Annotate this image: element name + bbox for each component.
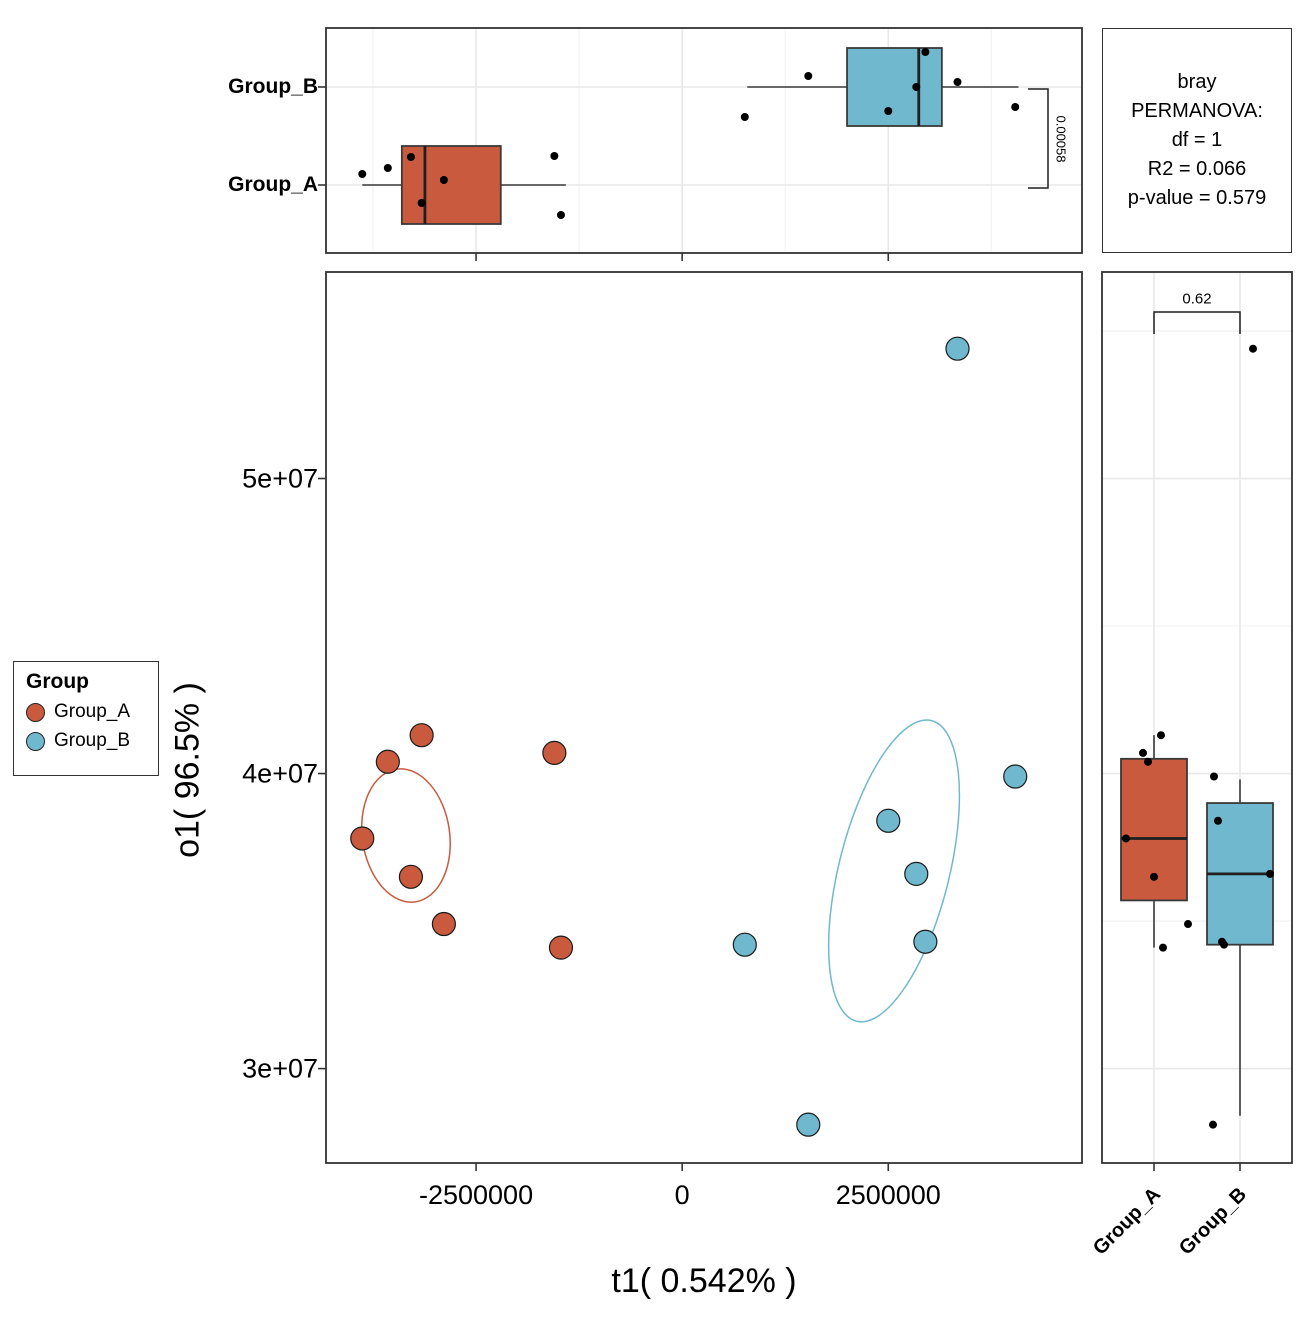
permanova-stats-box: bray PERMANOVA: df = 1 R2 = 0.066 p-valu… xyxy=(1102,28,1292,253)
y-tick-label: 5e+07 xyxy=(242,463,318,494)
scatter-point-group_a xyxy=(409,723,434,748)
legend-item-label: Group_B xyxy=(54,730,131,751)
right-jitter-dot xyxy=(1144,757,1152,766)
y-tick-label: 3e+07 xyxy=(242,1053,318,1084)
top-boxplot-group_b xyxy=(846,47,943,127)
right-jitter-dot xyxy=(1266,869,1274,878)
scatter-point-group_a xyxy=(548,935,574,960)
scatter-point-group_a xyxy=(375,749,400,774)
right-jitter-dot xyxy=(1249,344,1257,353)
top-jitter-dot xyxy=(1011,103,1020,111)
legend-item-label: Group_A xyxy=(54,701,131,722)
scatter-point-group_b xyxy=(796,1112,821,1137)
legend-swatch-icon xyxy=(26,731,45,751)
top-jitter-dot xyxy=(556,211,565,219)
main-panel-border xyxy=(325,271,1083,1164)
permanova-test-name: PERMANOVA: xyxy=(1131,100,1263,122)
top-jitter-dot xyxy=(884,107,893,115)
legend: Group Group_A Group_B xyxy=(13,661,159,776)
right-significance-value: 0.62 xyxy=(1182,290,1212,308)
top-jitter-dot xyxy=(358,170,367,178)
right-jitter-dot xyxy=(1157,731,1165,740)
top-boxplot-group_a xyxy=(400,145,502,225)
scatter-point-group_b xyxy=(913,929,938,954)
scatter-point-group_a xyxy=(350,826,375,851)
scatter-point-group_b xyxy=(732,932,757,957)
top-jitter-dot xyxy=(804,72,813,80)
scatter-point-group_a xyxy=(431,911,456,937)
top-panel-row-label-group-a: Group_A xyxy=(228,173,318,196)
top-panel-border xyxy=(325,27,1083,254)
top-significance-bracket xyxy=(1028,88,1049,189)
y-tick-label: 4e+07 xyxy=(242,758,318,789)
x-tick-label: -2500000 xyxy=(418,1180,534,1210)
right-jitter-dot xyxy=(1209,1120,1217,1129)
main-panel-background xyxy=(326,272,1082,1163)
legend-item-group_a: Group_A xyxy=(26,701,158,723)
right-jitter-dot xyxy=(1214,816,1222,825)
top-jitter-dot xyxy=(921,48,930,56)
right-panel-background xyxy=(1102,272,1292,1163)
right-jitter-dot xyxy=(1159,943,1167,952)
right-boxplot-group_a xyxy=(1120,757,1188,902)
top-jitter-dot xyxy=(912,83,921,91)
right-jitter-dot xyxy=(1220,940,1228,949)
top-jitter-dot xyxy=(740,113,749,121)
permanova-pvalue: p-value = 0.579 xyxy=(1127,187,1267,209)
top-significance-value: 0.00058 xyxy=(1053,115,1069,163)
y-axis-title: o1( 96.5% ) xyxy=(168,682,207,858)
top-jitter-dot xyxy=(550,152,559,160)
scatter-point-group_a xyxy=(398,864,424,889)
right-jitter-dot xyxy=(1122,834,1130,843)
right-jitter-dot xyxy=(1210,772,1218,781)
x-axis-title: t1( 0.542% ) xyxy=(611,1262,797,1300)
top-jitter-dot xyxy=(383,164,392,172)
scatter-point-group_b xyxy=(904,861,929,886)
legend-swatch-icon xyxy=(26,702,45,722)
right-significance-bracket xyxy=(1153,311,1241,334)
scatter-point-group_b xyxy=(945,336,970,361)
legend-title: Group xyxy=(26,670,89,693)
scatter-point-group_a xyxy=(542,740,567,766)
top-jitter-dot xyxy=(953,78,962,86)
top-jitter-dot xyxy=(417,199,426,207)
legend-item-group_b: Group_B xyxy=(26,730,158,752)
top-jitter-dot xyxy=(406,153,415,161)
right-panel-border xyxy=(1101,271,1293,1164)
legend-items: Group_A Group_B xyxy=(26,701,158,752)
right-jitter-dot xyxy=(1184,920,1192,929)
permanova-distance-metric: bray xyxy=(1177,71,1217,93)
x-tick-label: 0 xyxy=(674,1180,690,1210)
permanova-df: df = 1 xyxy=(1171,129,1223,151)
confidence-ellipse-group_b xyxy=(827,719,961,1023)
right-jitter-dot xyxy=(1150,872,1158,881)
scatter-point-group_b xyxy=(876,808,901,833)
scatter-point-group_b xyxy=(1003,764,1028,789)
top-jitter-dot xyxy=(439,176,448,184)
right-jitter-dot xyxy=(1139,748,1147,757)
permanova-r2: R2 = 0.066 xyxy=(1147,158,1247,180)
top-panel-row-label-group-b: Group_B xyxy=(228,75,318,98)
x-tick-label: 2500000 xyxy=(835,1180,941,1210)
